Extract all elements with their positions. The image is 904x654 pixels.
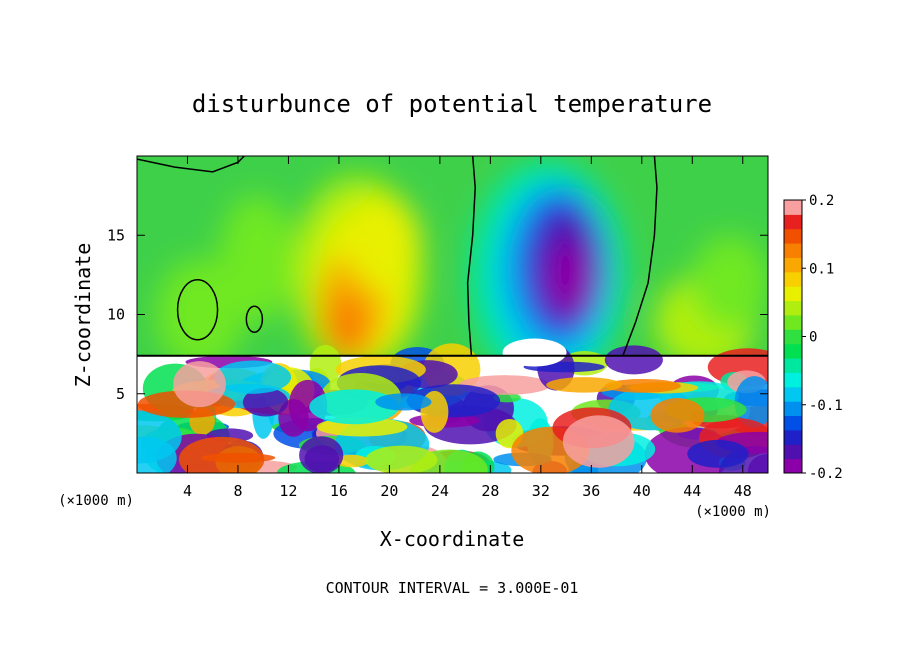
field-blobs xyxy=(155,160,768,389)
colorbar-tick-label: -0.1 xyxy=(809,398,843,414)
colorbar: 0.2 0.1 0 -0.1 -0.2 xyxy=(783,193,843,482)
colorbar-tick-label: -0.2 xyxy=(809,466,843,482)
colorbar-swatch xyxy=(784,200,802,215)
x-tick-label: 48 xyxy=(734,482,752,500)
x-tick-label: 16 xyxy=(330,482,348,500)
x-tick-label: 12 xyxy=(279,482,297,500)
x-tick-label: 20 xyxy=(380,482,398,500)
closed-contour xyxy=(245,305,264,334)
lower-layer-patch xyxy=(309,389,400,425)
lower-layer-patch xyxy=(200,452,276,463)
lower-layer-patch xyxy=(137,410,182,464)
plot-area xyxy=(137,156,768,473)
colorbar-swatch xyxy=(784,401,802,417)
chart-title: disturbunce of potential temperature xyxy=(192,90,712,118)
x-tick-label: 40 xyxy=(633,482,651,500)
x-unit-label-left: (×1000 m) xyxy=(58,493,134,509)
zero-contour xyxy=(622,156,658,356)
field-blob xyxy=(692,235,768,331)
colorbar-swatch xyxy=(784,458,802,474)
zero-contour xyxy=(466,156,476,356)
lower-layer-patch xyxy=(214,360,292,394)
colorbar-swatch xyxy=(784,314,802,330)
colorbar-swatch xyxy=(784,271,802,287)
lower-layer-patch xyxy=(562,415,635,468)
lower-layer-patch xyxy=(687,439,749,468)
colorbar-tick-label: 0.2 xyxy=(809,193,834,209)
contour-lines xyxy=(137,156,658,356)
colorbar-swatch xyxy=(784,243,802,258)
lower-layer-patch xyxy=(650,398,705,433)
lower-layer-patch xyxy=(299,436,344,473)
colorbar-swatch xyxy=(784,257,802,273)
y-axis: 5 10 15 xyxy=(107,226,768,403)
x-tick-label: 28 xyxy=(481,482,499,500)
colorbar-swatch xyxy=(784,429,802,445)
lower-layer-patch xyxy=(546,377,623,393)
y-tick-label: 5 xyxy=(116,385,125,403)
x-tick-label: 8 xyxy=(233,482,242,500)
lower-layer-patch xyxy=(493,392,521,403)
colorbar-swatch xyxy=(784,286,802,302)
x-axis: 4 8 12 16 20 24 28 32 36 40 44 48 xyxy=(183,156,752,500)
x-axis-label: X-coordinate xyxy=(380,527,525,551)
x-unit-label-right: (×1000 m) xyxy=(695,504,771,520)
colorbar-swatch xyxy=(784,329,802,345)
field-blob xyxy=(155,259,245,370)
colorbar-swatch xyxy=(784,343,802,359)
field-blob xyxy=(325,295,366,359)
lower-turbulent-layer xyxy=(137,338,768,473)
lower-layer-patch xyxy=(242,387,289,417)
lower-layer-patch xyxy=(604,345,663,375)
lower-layer-patch xyxy=(375,393,432,411)
colorbar-swatch xyxy=(784,358,802,373)
cold-plume-cap xyxy=(502,338,567,367)
lower-layer-patch xyxy=(604,378,681,393)
colorbar-swatch xyxy=(784,214,802,230)
colorbar-swatch xyxy=(784,386,802,402)
closed-contour xyxy=(176,278,219,341)
x-tick-label: 44 xyxy=(683,482,701,500)
colorbar-swatch xyxy=(784,415,802,431)
colorbar-swatch xyxy=(784,372,802,388)
field-blob xyxy=(219,195,295,323)
lower-layer-patch xyxy=(288,379,328,432)
x-tick-label: 36 xyxy=(582,482,600,500)
y-tick-label: 15 xyxy=(107,226,125,244)
lower-layer-patch xyxy=(173,361,226,408)
y-axis-label: Z-coordinate xyxy=(71,243,95,388)
colorbar-swatch xyxy=(784,300,802,316)
x-tick-label: 24 xyxy=(431,482,449,500)
lower-layer-patch xyxy=(365,445,438,473)
x-tick-label: 32 xyxy=(532,482,550,500)
x-tick-label: 4 xyxy=(183,482,192,500)
colorbar-tick-label: 0 xyxy=(809,330,817,346)
colorbar-tick-label: 0.1 xyxy=(809,261,834,277)
colorbar-swatch xyxy=(784,444,802,460)
field-blob xyxy=(345,195,421,291)
colorbar-swatch xyxy=(784,228,802,244)
contour-interval-note: CONTOUR INTERVAL = 3.000E-01 xyxy=(326,579,579,597)
field-blob xyxy=(545,241,592,318)
y-tick-label: 10 xyxy=(107,306,125,324)
upper-contour xyxy=(137,156,245,173)
